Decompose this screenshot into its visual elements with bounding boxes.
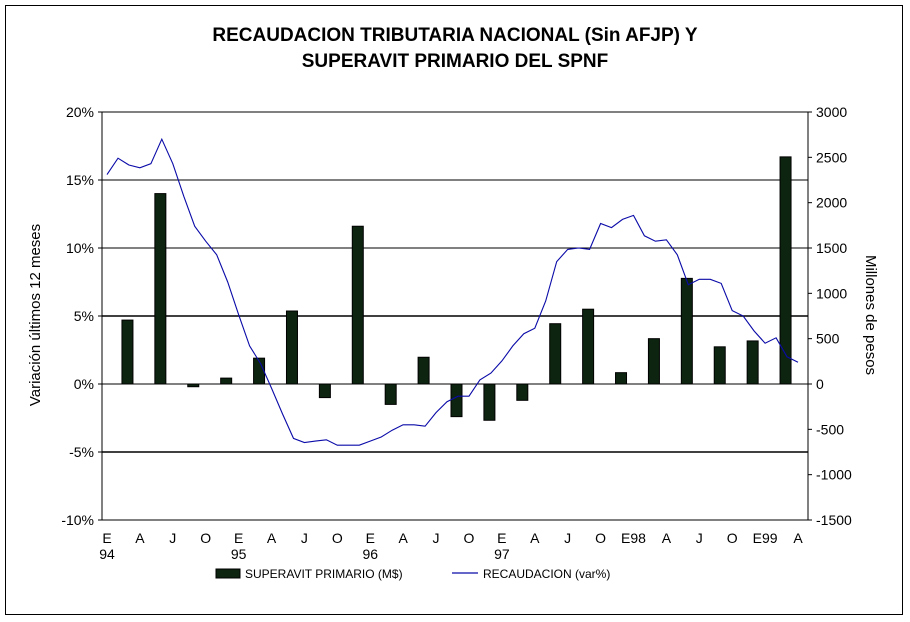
bar (680, 277, 693, 385)
bar (121, 319, 134, 385)
bar (285, 310, 298, 385)
x-tick-label: O (464, 530, 475, 546)
y-right-tick-label: 500 (816, 331, 840, 347)
chart-title-line2: SUPERAVIT PRIMARIO DEL SPNF (302, 51, 609, 72)
x-tick-label: E (102, 530, 111, 546)
y-left-axis-title: Variación últimos 12 meses (27, 224, 44, 406)
x-tick-label: J (433, 530, 440, 546)
x-tick-label: A (267, 530, 277, 546)
x-tick-label: O (595, 530, 606, 546)
x-tick-label: E (234, 530, 243, 546)
x-tick-label: O (727, 530, 738, 546)
x-tick-year-label: 97 (494, 546, 510, 562)
tick-labels: 20% 15% 10% 5% 0% -5% -10% 3000 2500 2000 1500 1000… (61, 104, 852, 562)
y-left-tick-label: 0% (74, 376, 94, 392)
x-tick-label: A (793, 530, 803, 546)
bar (483, 383, 496, 421)
legend-line-label: RECAUDACION (var%) (483, 567, 610, 581)
bar (154, 193, 167, 385)
bar-series (121, 156, 792, 421)
x-tick-year-label: 94 (99, 546, 115, 562)
x-tick-label: E (497, 530, 506, 546)
line-series (106, 137, 799, 446)
x-tick-label: O (332, 530, 343, 546)
bar (417, 356, 430, 385)
chart-title-line1: RECAUDACION TRIBUTARIA NACIONAL (Sin AFJ… (212, 25, 698, 46)
axes (98, 111, 812, 521)
y-left-tick-label: -5% (69, 444, 94, 460)
y-right-tick-label: 1500 (816, 240, 847, 256)
bar (615, 372, 628, 385)
gridlines (102, 111, 808, 521)
bar (450, 383, 463, 418)
legend-bar-label: SUPERAVIT PRIMARIO (M$) (245, 567, 403, 581)
x-tick-label: E (366, 530, 375, 546)
x-tick-label: J (696, 530, 703, 546)
y-right-tick-label: 2000 (816, 195, 847, 211)
y-right-tick-label: 2500 (816, 149, 847, 165)
y-right-tick-label: 0 (816, 376, 824, 392)
x-tick-label: A (530, 530, 540, 546)
x-tick-label: J (301, 530, 308, 546)
x-tick-label: A (135, 530, 145, 546)
x-tick-label: E98 (621, 530, 646, 546)
bar (384, 383, 397, 405)
y-left-tick-label: -10% (61, 512, 94, 528)
bar (220, 377, 233, 385)
y-right-axis-title: Millones de pesos (862, 255, 879, 375)
bar (647, 338, 660, 385)
bar (549, 323, 562, 385)
x-tick-year-label: 95 (231, 546, 247, 562)
bar (516, 383, 529, 401)
series-line-recaudacion (106, 137, 799, 446)
y-left-tick-label: 5% (74, 308, 94, 324)
bar (318, 383, 331, 399)
bar (779, 156, 792, 385)
y-right-tick-label: 3000 (816, 104, 847, 120)
bar (713, 346, 726, 385)
y-right-tick-label: -1000 (816, 467, 852, 483)
x-tick-label: O (200, 530, 211, 546)
x-tick-label: A (398, 530, 408, 546)
bar (746, 340, 759, 385)
x-tick-label: E99 (753, 530, 778, 546)
bar (351, 225, 364, 385)
y-right-tick-label: -1500 (816, 512, 852, 528)
x-tick-label: A (662, 530, 672, 546)
y-right-tick-label: -500 (816, 421, 844, 437)
x-tick-label: J (169, 530, 176, 546)
y-left-tick-label: 15% (66, 172, 94, 188)
bar (187, 383, 200, 388)
bar (582, 308, 595, 385)
x-tick-year-label: 96 (362, 546, 378, 562)
y-left-tick-label: 20% (66, 104, 94, 120)
x-tick-label: J (564, 530, 571, 546)
y-left-tick-label: 10% (66, 240, 94, 256)
y-right-tick-label: 1000 (816, 285, 847, 301)
legend: SUPERAVIT PRIMARIO (M$) RECAUDACION (var… (215, 567, 610, 581)
legend-bar-swatch (215, 568, 241, 579)
